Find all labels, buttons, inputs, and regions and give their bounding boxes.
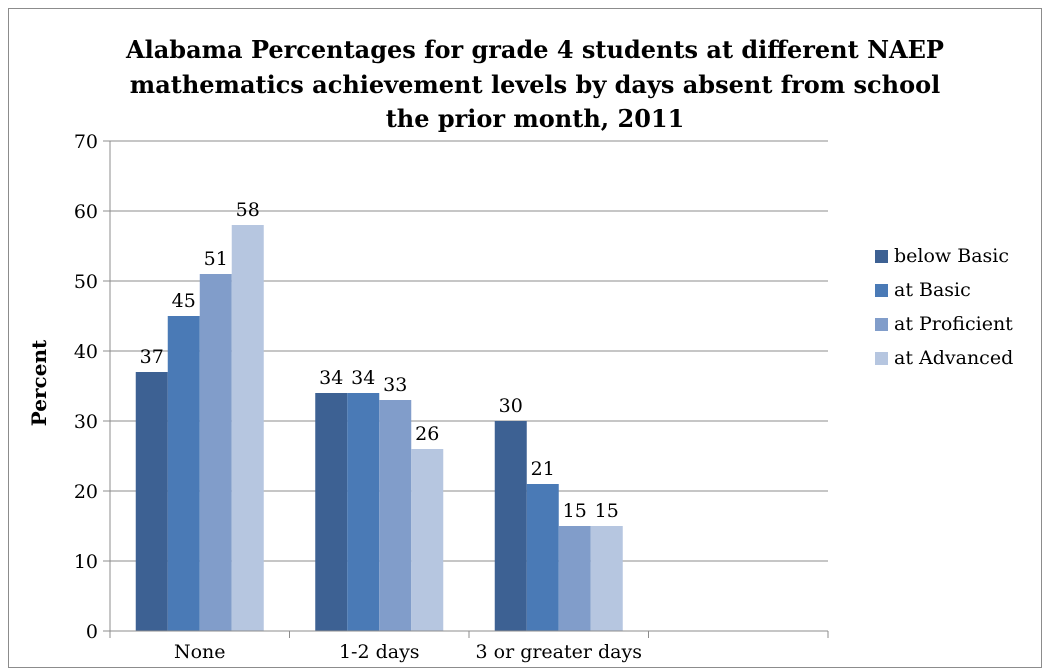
data-label: 45 [172, 290, 196, 312]
category-label: None [174, 641, 226, 663]
data-label: 33 [383, 374, 407, 396]
legend-label: at Basic [894, 279, 971, 301]
data-label: 30 [499, 395, 523, 417]
category-label: 3 or greater days [476, 641, 642, 663]
legend-label: at Proficient [894, 313, 1013, 335]
y-axis-title: Percent [27, 339, 51, 426]
bar-at-advanced-2 [590, 526, 623, 631]
y-tick-labels: 0 10 20 30 40 50 60 70 [74, 131, 98, 643]
y-tick-label: 50 [74, 271, 98, 293]
y-tick-label: 20 [74, 481, 98, 503]
y-tick-label: 10 [74, 551, 98, 573]
data-label: 58 [236, 199, 260, 221]
data-label: 21 [531, 458, 555, 480]
data-label: 15 [563, 500, 587, 522]
y-tick-label: 40 [74, 341, 98, 363]
category-labels: None 1-2 days 3 or greater days [174, 641, 642, 663]
bar-below-basic-0 [135, 372, 168, 631]
bar-at-basic-1 [347, 393, 380, 631]
legend: below Basic at Basic at Proficient at Advan… [875, 245, 1013, 369]
y-tick-label: 60 [74, 201, 98, 223]
data-label: 37 [140, 346, 164, 368]
bar-at-proficient-1 [379, 400, 412, 631]
chart-title: Alabama Percentages for grade 4 students… [125, 35, 944, 133]
legend-label: at Advanced [894, 347, 1013, 369]
bar-at-advanced-1 [411, 449, 444, 631]
legend-label: below Basic [894, 245, 1009, 267]
y-tick-label: 0 [86, 621, 98, 643]
bar-at-basic-0 [167, 316, 200, 631]
axes [103, 140, 829, 638]
bar-at-basic-2 [526, 484, 559, 631]
legend-swatch [875, 284, 888, 297]
data-label: 26 [415, 423, 439, 445]
y-tick-label: 30 [74, 411, 98, 433]
y-tick-label: 70 [74, 131, 98, 153]
data-label: 51 [204, 248, 228, 270]
category-label: 1-2 days [339, 641, 420, 663]
bar-at-proficient-0 [199, 274, 232, 631]
legend-item: at Advanced [875, 347, 1013, 369]
bar-below-basic-1 [315, 393, 348, 631]
bar-below-basic-2 [494, 421, 527, 631]
legend-swatch [875, 352, 888, 365]
legend-swatch [875, 318, 888, 331]
chart-title-line-3: the prior month, 2011 [386, 104, 685, 133]
legend-item: below Basic [875, 245, 1009, 267]
bars [135, 225, 623, 631]
data-label: 15 [595, 500, 619, 522]
legend-item: at Proficient [875, 313, 1013, 335]
legend-item: at Basic [875, 279, 971, 301]
bar-at-advanced-0 [231, 225, 264, 631]
chart-title-line-1: Alabama Percentages for grade 4 students… [125, 35, 944, 64]
legend-swatch [875, 250, 888, 263]
bar-at-proficient-2 [558, 526, 591, 631]
chart-title-line-2: mathematics achievement levels by days a… [130, 70, 940, 99]
data-label: 34 [319, 367, 343, 389]
data-labels: 37 45 51 58 34 34 33 26 30 21 15 15 [140, 199, 619, 522]
data-label: 34 [351, 367, 375, 389]
